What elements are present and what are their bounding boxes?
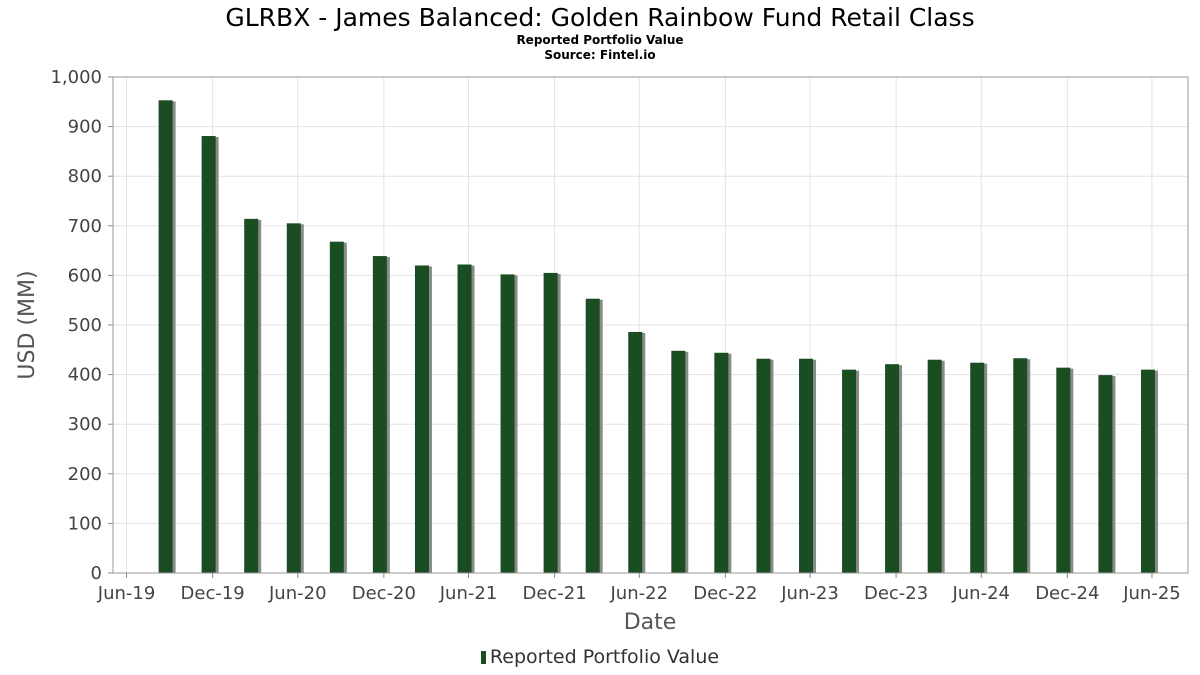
x-tick-label: Jun-23 (780, 583, 839, 604)
y-tick-label: 200 (68, 464, 102, 485)
x-tick-label: Dec-21 (522, 583, 586, 604)
bar (1013, 358, 1028, 573)
bar (244, 218, 259, 573)
bar (414, 265, 429, 573)
bar (671, 350, 686, 573)
y-axis-label: USD (MM) (15, 270, 40, 379)
y-tick-label: 400 (68, 365, 102, 386)
bar (842, 369, 857, 573)
bar (457, 264, 472, 573)
x-tick-label: Jun-19 (97, 583, 156, 604)
bar (158, 100, 173, 573)
bar (970, 362, 985, 573)
bar (885, 364, 900, 573)
y-tick-label: 500 (68, 315, 102, 336)
y-tick-label: 800 (68, 166, 102, 187)
y-tick-label: 100 (68, 513, 102, 534)
x-tick-label: Jun-25 (1122, 583, 1181, 604)
bar (927, 359, 942, 573)
y-tick-label: 0 (91, 563, 102, 584)
x-axis-label: Date (624, 610, 677, 635)
chart-title: GLRBX - James Balanced: Golden Rainbow F… (225, 3, 975, 32)
x-tick-label: Jun-24 (951, 583, 1010, 604)
bar (372, 256, 387, 573)
x-axis: Jun-19 Dec-19 Jun-20 Dec-20 Jun-21 Dec-21 Jun-… (97, 573, 1181, 604)
x-tick-label: Jun-20 (268, 583, 327, 604)
x-tick-label: Dec-23 (864, 583, 928, 604)
x-tick-label: Dec-19 (181, 583, 245, 604)
x-tick-label: Jun-22 (610, 583, 669, 604)
bar (628, 331, 643, 573)
bar (1056, 367, 1071, 573)
x-tick-label: Jun-21 (439, 583, 498, 604)
bar (1098, 375, 1113, 573)
y-axis: 0 100 200 300 400 500 600 700 800 900 1,000 (50, 67, 113, 584)
bar (714, 352, 729, 573)
chart-subtitle: Reported Portfolio Value (516, 33, 684, 47)
y-tick-label: 900 (68, 117, 102, 138)
y-tick-label: 700 (68, 216, 102, 237)
x-tick-label: Dec-20 (352, 583, 416, 604)
chart-source: Source: Fintel.io (544, 48, 656, 62)
bar (585, 298, 600, 573)
bar (329, 241, 344, 573)
y-tick-label: 600 (68, 265, 102, 286)
legend-label: Reported Portfolio Value (489, 646, 720, 668)
y-tick-label: 300 (68, 414, 102, 435)
x-tick-label: Dec-24 (1035, 583, 1099, 604)
bar (543, 272, 558, 573)
legend-swatch (480, 651, 486, 664)
bar (286, 223, 301, 573)
legend: Reported Portfolio Value (0, 646, 1200, 668)
bar (1140, 369, 1155, 573)
x-tick-label: Dec-22 (693, 583, 757, 604)
bar (500, 274, 515, 573)
y-tick-label: 1,000 (50, 67, 102, 88)
bars (158, 100, 1158, 574)
bar (756, 358, 771, 573)
bar (799, 358, 814, 573)
bar (201, 136, 216, 574)
